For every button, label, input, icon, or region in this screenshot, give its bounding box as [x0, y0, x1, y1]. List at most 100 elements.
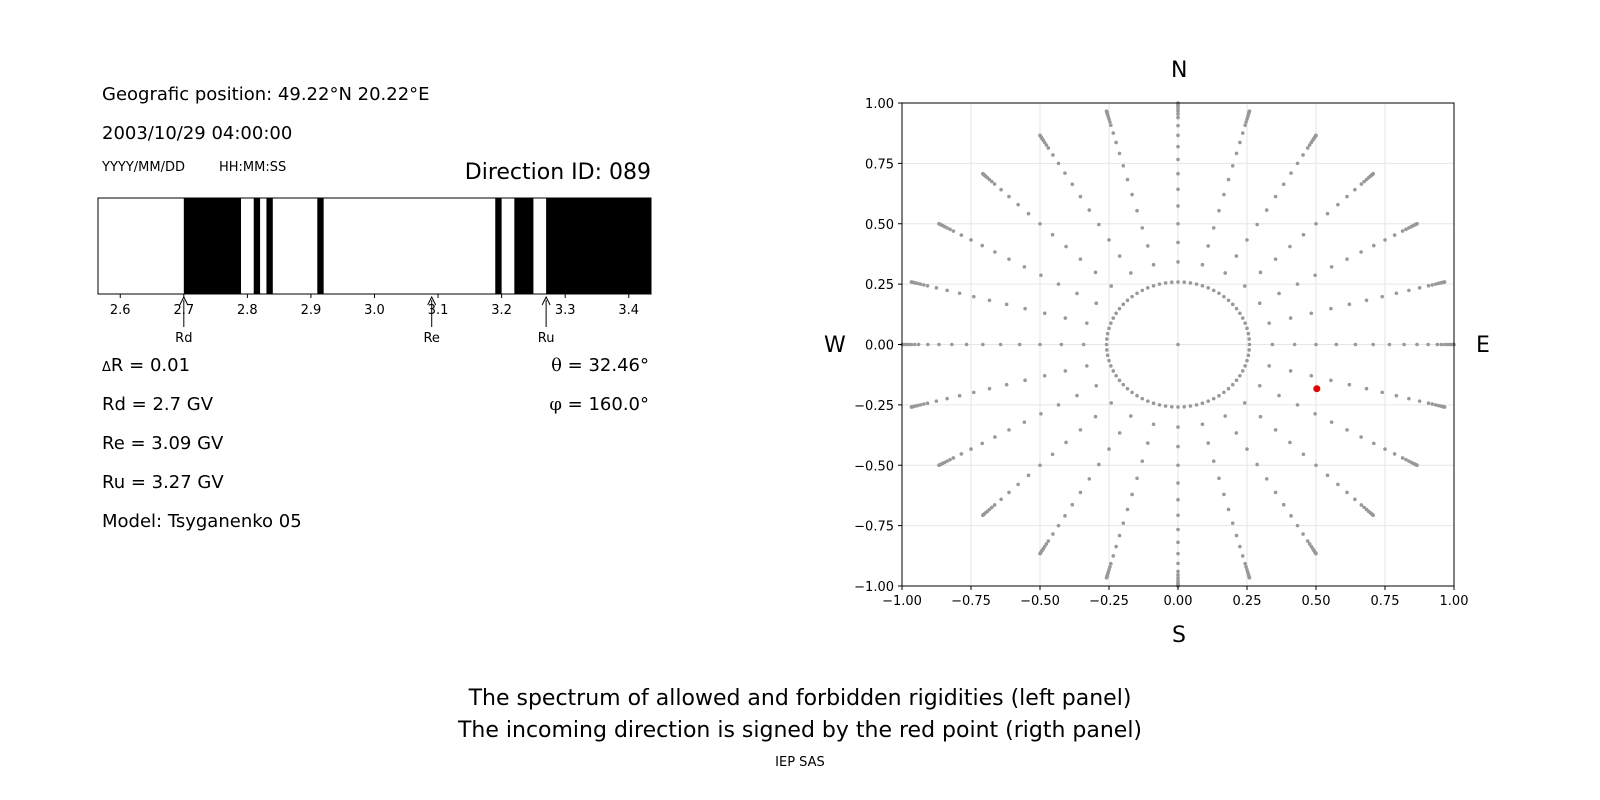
direction-point — [1087, 208, 1092, 212]
direction-point — [1121, 164, 1126, 168]
theta-value: θ = 32.46° — [551, 355, 649, 376]
direction-point — [1230, 164, 1235, 168]
direction-point — [1289, 171, 1293, 175]
direction-point — [1230, 521, 1235, 525]
direction-point — [1041, 546, 1046, 551]
direction-point — [1097, 222, 1101, 227]
direction-point — [1264, 208, 1269, 212]
direction-point — [1176, 463, 1180, 468]
direction-point — [909, 405, 914, 409]
direction-point — [912, 342, 917, 347]
direction-point — [1121, 521, 1126, 525]
direction-point — [1087, 477, 1092, 481]
direction-point — [1277, 291, 1281, 296]
direction-point — [1163, 404, 1168, 408]
direction-point — [1247, 348, 1251, 352]
direction-point — [1310, 546, 1315, 551]
direction-point — [1129, 271, 1133, 275]
direction-point — [1169, 404, 1174, 409]
direction-point — [1070, 182, 1075, 187]
direction-point — [1305, 539, 1310, 543]
direction-point — [1264, 477, 1269, 481]
map-x-tick-label: 1.00 — [1440, 594, 1469, 609]
direction-point — [951, 456, 956, 460]
direction-point — [1394, 291, 1399, 296]
direction-point — [1130, 492, 1134, 497]
direction-point — [1157, 403, 1162, 407]
direction-point — [1234, 431, 1239, 435]
direction-point — [1176, 561, 1180, 566]
direction-point — [1436, 281, 1441, 286]
direction-point — [1267, 364, 1271, 368]
caption-line-2: The incoming direction is signed by the … — [457, 718, 1143, 743]
direction-point — [918, 403, 923, 407]
direction-point — [1063, 171, 1067, 175]
direction-point — [1436, 403, 1441, 408]
direction-point — [1234, 533, 1239, 538]
direction-point — [1038, 221, 1042, 226]
direction-point — [1111, 131, 1116, 135]
direction-point — [1182, 280, 1187, 285]
direction-point — [1242, 401, 1247, 405]
direction-point — [1247, 337, 1251, 341]
direction-point — [1439, 342, 1444, 347]
direction-point — [1176, 527, 1180, 532]
direction-point — [1402, 342, 1406, 347]
direction-point — [1176, 115, 1180, 120]
spectrum-tick-label: 2.9 — [301, 303, 322, 318]
direction-point — [1383, 238, 1387, 242]
direction-point — [1353, 187, 1357, 192]
direction-point — [921, 283, 926, 287]
direction-point — [945, 288, 949, 293]
direction-point — [1064, 440, 1068, 445]
direction-point — [1234, 378, 1239, 383]
direction-point — [1050, 452, 1055, 457]
direction-point — [1245, 326, 1249, 331]
direction-point — [1433, 282, 1438, 286]
direction-point — [1415, 342, 1419, 347]
direction-point — [942, 460, 947, 465]
direction-point — [1111, 554, 1116, 558]
marker-arrow-head — [541, 295, 551, 306]
direction-point — [1273, 257, 1278, 261]
direction-point — [1176, 123, 1180, 128]
direction-point — [993, 250, 997, 254]
direction-point — [1146, 399, 1150, 403]
direction-point — [1305, 146, 1310, 150]
direction-point — [1093, 270, 1098, 275]
direction-point — [1007, 490, 1011, 495]
caption-line-1: The spectrum of allowed and forbidden ri… — [468, 686, 1132, 711]
direction-point — [1114, 311, 1118, 316]
direction-point — [916, 342, 921, 347]
direction-point — [1056, 523, 1061, 528]
direction-point — [1039, 411, 1043, 416]
direction-point — [1094, 383, 1099, 388]
direction-point — [1211, 459, 1216, 463]
direction-point — [1371, 342, 1375, 347]
direction-point — [1226, 298, 1231, 303]
direction-point — [1353, 342, 1358, 347]
direction-point — [1135, 208, 1139, 213]
direction-point — [1176, 280, 1180, 284]
spectrum-tick-label: 3.1 — [428, 303, 449, 318]
direction-point — [1295, 161, 1300, 166]
direction-point — [1392, 452, 1397, 456]
direction-point — [1146, 441, 1150, 445]
direction-point — [1176, 497, 1180, 502]
direction-point — [1243, 561, 1247, 566]
direction-point — [1230, 382, 1235, 387]
direction-point — [1104, 342, 1109, 347]
direction-point — [1017, 342, 1022, 347]
direction-point — [945, 396, 949, 401]
forbidden-band — [266, 198, 273, 294]
direction-point — [1200, 283, 1205, 288]
direction-point — [1109, 123, 1113, 128]
direction-point — [1038, 551, 1042, 556]
direction-point — [1309, 373, 1314, 378]
direction-point — [951, 229, 956, 233]
direction-point — [990, 179, 994, 184]
direction-point — [1211, 288, 1216, 293]
direction-point — [1106, 570, 1111, 575]
direction-point — [992, 182, 997, 186]
